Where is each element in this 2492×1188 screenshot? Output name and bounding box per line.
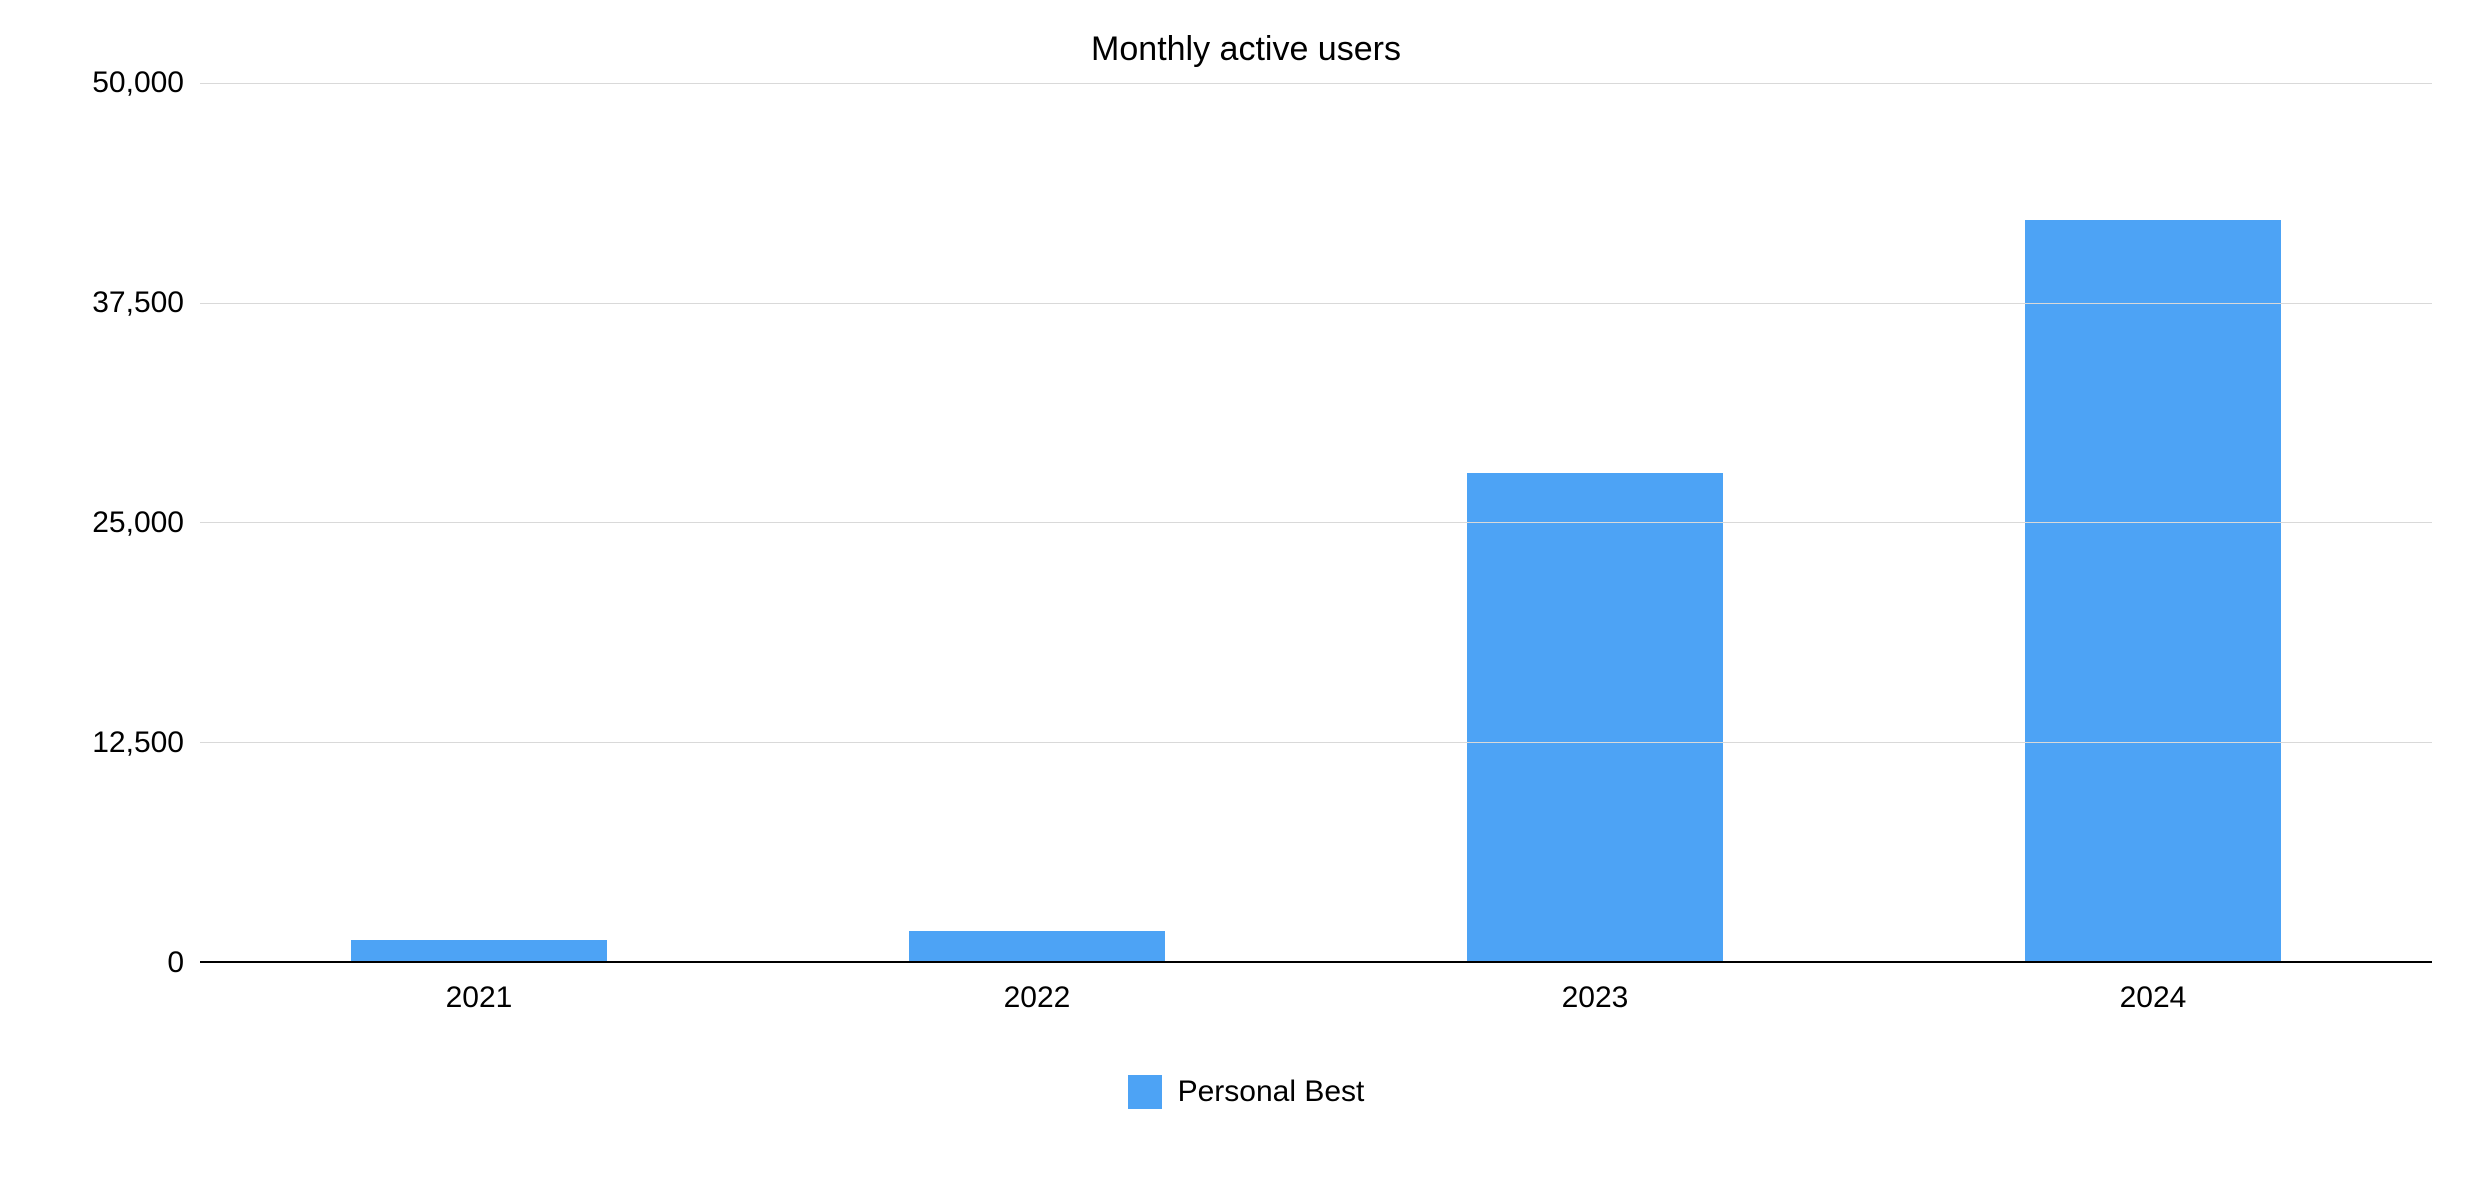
- gridline: [200, 522, 2432, 523]
- plot-area: [200, 83, 2432, 963]
- x-tick-label: 2021: [200, 963, 758, 1015]
- legend: Personal Best: [60, 1075, 2432, 1109]
- gridline: [200, 742, 2432, 743]
- x-axis: 2021202220232024: [200, 963, 2432, 1015]
- bar-2022: [909, 931, 1166, 961]
- legend-label: Personal Best: [1178, 1075, 1365, 1109]
- y-tick-label: 0: [167, 946, 184, 980]
- legend-swatch: [1128, 1075, 1162, 1109]
- x-tick-label: 2024: [1874, 963, 2432, 1015]
- gridline: [200, 83, 2432, 84]
- gridline: [200, 303, 2432, 304]
- x-tick-label: 2022: [758, 963, 1316, 1015]
- y-tick-label: 25,000: [92, 506, 184, 540]
- bar-2023: [1467, 473, 1724, 961]
- x-tick-label: 2023: [1316, 963, 1874, 1015]
- mau-bar-chart: Monthly active users 0 12,500 25,000 37,500…: [0, 0, 2492, 1188]
- bar-2024: [2025, 220, 2282, 961]
- y-tick-label: 50,000: [92, 66, 184, 100]
- chart-title: Monthly active users: [60, 30, 2432, 69]
- bar-2021: [351, 940, 608, 961]
- y-tick-label: 37,500: [92, 286, 184, 320]
- plot-wrap: 012,50025,00037,50050,000: [60, 83, 2432, 963]
- y-tick-label: 12,500: [92, 726, 184, 760]
- y-axis: 012,50025,00037,50050,000: [60, 83, 200, 963]
